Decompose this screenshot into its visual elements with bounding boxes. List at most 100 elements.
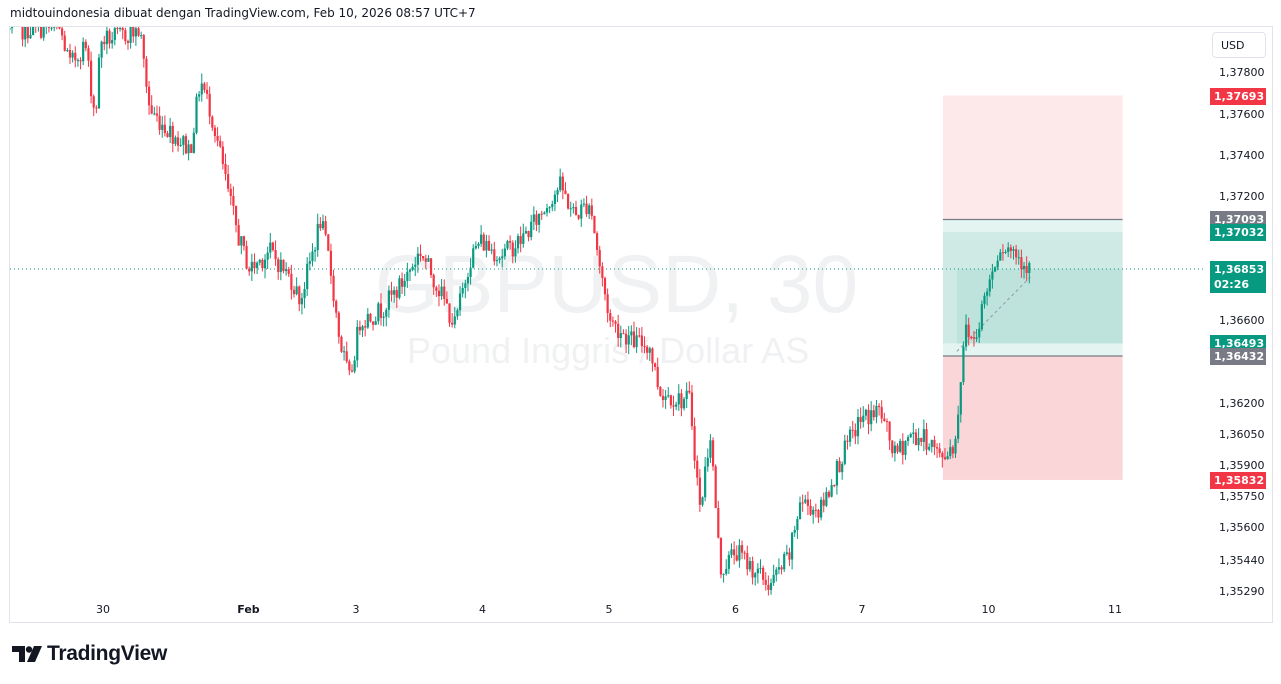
candle-body: [1020, 257, 1023, 270]
candle-body: [361, 326, 364, 331]
candle-body: [614, 321, 617, 324]
candle-body: [664, 396, 667, 400]
candle-body: [814, 509, 817, 511]
candle-body: [227, 174, 230, 189]
candle-body: [980, 304, 983, 330]
candle-body: [198, 94, 201, 97]
candle-body: [187, 144, 190, 154]
candle-body: [443, 286, 446, 299]
current-price-badge-value: 1,36853: [1214, 263, 1265, 277]
candle-body: [722, 573, 725, 575]
candle-body: [777, 567, 781, 570]
candle-body: [279, 259, 282, 273]
time-tick-label: Feb: [237, 603, 260, 616]
candle-body: [60, 28, 64, 36]
candle-body: [870, 410, 873, 425]
candle-body: [437, 290, 441, 297]
candle-body: [335, 301, 338, 313]
time-tick-label: 5: [605, 603, 613, 616]
candle-body: [775, 569, 778, 575]
candle-body: [964, 324, 968, 347]
candle-body: [411, 266, 414, 270]
candle-body: [661, 395, 665, 400]
candle-body: [659, 387, 662, 396]
candle-body: [762, 567, 765, 580]
candle-body: [709, 440, 712, 458]
candle-body: [56, 22, 58, 25]
candle-body: [303, 289, 306, 299]
candle-body: [480, 234, 483, 244]
candle-body: [764, 579, 767, 585]
candle-body: [274, 250, 277, 260]
time-tick-label: 30: [96, 603, 110, 616]
candle-body: [730, 549, 733, 555]
candle-body: [883, 418, 886, 422]
candle-body: [506, 241, 509, 249]
candle-body: [719, 537, 723, 575]
candle-body: [66, 50, 69, 52]
candle-body: [593, 215, 596, 234]
candle-body: [456, 310, 459, 317]
candle-body: [1015, 249, 1018, 258]
candle-body: [672, 405, 675, 407]
candle-body: [306, 263, 309, 290]
candle-body: [609, 313, 612, 321]
currency-button[interactable]: USD: [1212, 32, 1266, 58]
candle-body: [899, 440, 902, 452]
candle-body: [208, 93, 211, 117]
candle-body: [432, 275, 435, 288]
candle-body: [58, 27, 61, 29]
candle-body: [767, 584, 770, 591]
candle-body: [161, 124, 164, 130]
candle-body: [516, 236, 520, 249]
candle-body: [379, 303, 383, 318]
short-entry-badge-value: 1,37093: [1214, 213, 1265, 227]
candle-body: [414, 264, 417, 267]
candle-body: [121, 28, 124, 31]
price-tick-label: 1,36050: [1219, 427, 1265, 441]
candle-body: [920, 438, 923, 442]
candle-body: [390, 290, 393, 295]
candle-body: [403, 280, 406, 287]
tradingview-logo: TradingView: [12, 642, 167, 666]
candle-body: [340, 336, 343, 352]
candle-body: [933, 439, 936, 448]
candle-body: [477, 243, 480, 246]
candle-body: [277, 259, 280, 273]
candle-body: [627, 335, 630, 345]
candle-body: [909, 433, 912, 438]
candle-body: [822, 499, 825, 506]
candle-body: [532, 214, 535, 222]
time-tick-label: 3: [352, 603, 360, 616]
candle-body: [772, 574, 775, 583]
candle-body: [319, 223, 322, 229]
candle-body: [140, 35, 143, 37]
candle-body: [740, 545, 744, 553]
candle-body: [129, 27, 132, 43]
candle-body: [134, 28, 137, 37]
candle-body: [147, 86, 151, 106]
candle-body: [880, 407, 883, 419]
candle-body: [983, 295, 986, 305]
candle-body: [211, 116, 214, 128]
candle-body: [253, 261, 256, 269]
candle-body: [611, 320, 615, 322]
candle-body: [184, 136, 188, 154]
candle-body: [635, 335, 638, 348]
candle-body: [393, 290, 396, 295]
candle-body: [166, 133, 169, 138]
candle-body: [24, 27, 27, 40]
candle-body: [756, 568, 759, 574]
candle-body: [746, 553, 749, 570]
candle-body: [176, 137, 180, 146]
candle-body: [213, 127, 217, 137]
candle-body: [675, 404, 678, 407]
candle-body: [313, 250, 317, 252]
long-stop-badge-value: 1,35832: [1214, 473, 1265, 487]
candle-body: [530, 221, 533, 238]
candle-body: [342, 351, 346, 353]
candle-body: [353, 360, 356, 372]
candle-body: [798, 502, 802, 520]
candle-body: [142, 35, 145, 59]
